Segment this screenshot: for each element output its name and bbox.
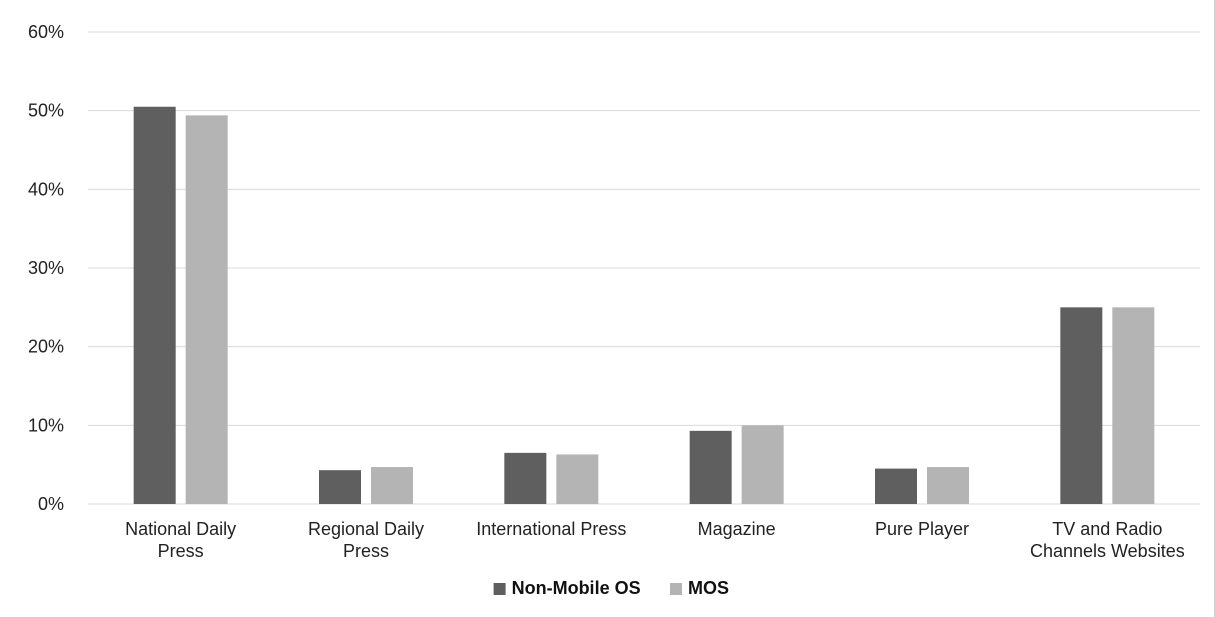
x-category-label: Press (343, 541, 389, 561)
x-category-label: Pure Player (875, 519, 969, 539)
bar-mos-2 (556, 454, 599, 504)
y-tick-label: 0% (38, 494, 64, 514)
legend-label-mos: MOS (688, 578, 729, 598)
bar-non-mobile-os-5 (1060, 307, 1103, 504)
y-tick-label: 50% (28, 101, 64, 121)
y-tick-label: 60% (28, 22, 64, 42)
x-category-label: Channels Websites (1030, 541, 1185, 561)
bar-mos-0 (185, 115, 228, 505)
bar-non-mobile-os-3 (689, 430, 732, 504)
y-tick-label: 10% (28, 415, 64, 435)
x-category-label: Regional Daily (308, 519, 424, 539)
y-tick-label: 40% (28, 179, 64, 199)
legend-marker-non-mobile-os (493, 583, 506, 595)
x-category-label: International Press (476, 519, 626, 539)
bar-non-mobile-os-1 (319, 470, 361, 504)
bar-mos-5 (1112, 307, 1155, 504)
x-category-label: Magazine (698, 519, 776, 539)
y-tick-label: 20% (28, 337, 64, 357)
bar-mos-4 (927, 467, 969, 504)
bar-mos-1 (371, 467, 413, 504)
bar-mos-3 (741, 425, 784, 504)
bar-non-mobile-os-4 (875, 468, 917, 504)
x-category-label: Press (158, 541, 204, 561)
y-tick-label: 30% (28, 258, 64, 278)
bar-non-mobile-os-2 (504, 452, 547, 504)
x-category-label: National Daily (125, 519, 236, 539)
bar-non-mobile-os-0 (133, 106, 176, 504)
legend-label-non-mobile-os: Non-Mobile OS (512, 578, 641, 598)
legend-marker-mos (670, 583, 682, 595)
x-category-label: TV and Radio (1052, 519, 1162, 539)
